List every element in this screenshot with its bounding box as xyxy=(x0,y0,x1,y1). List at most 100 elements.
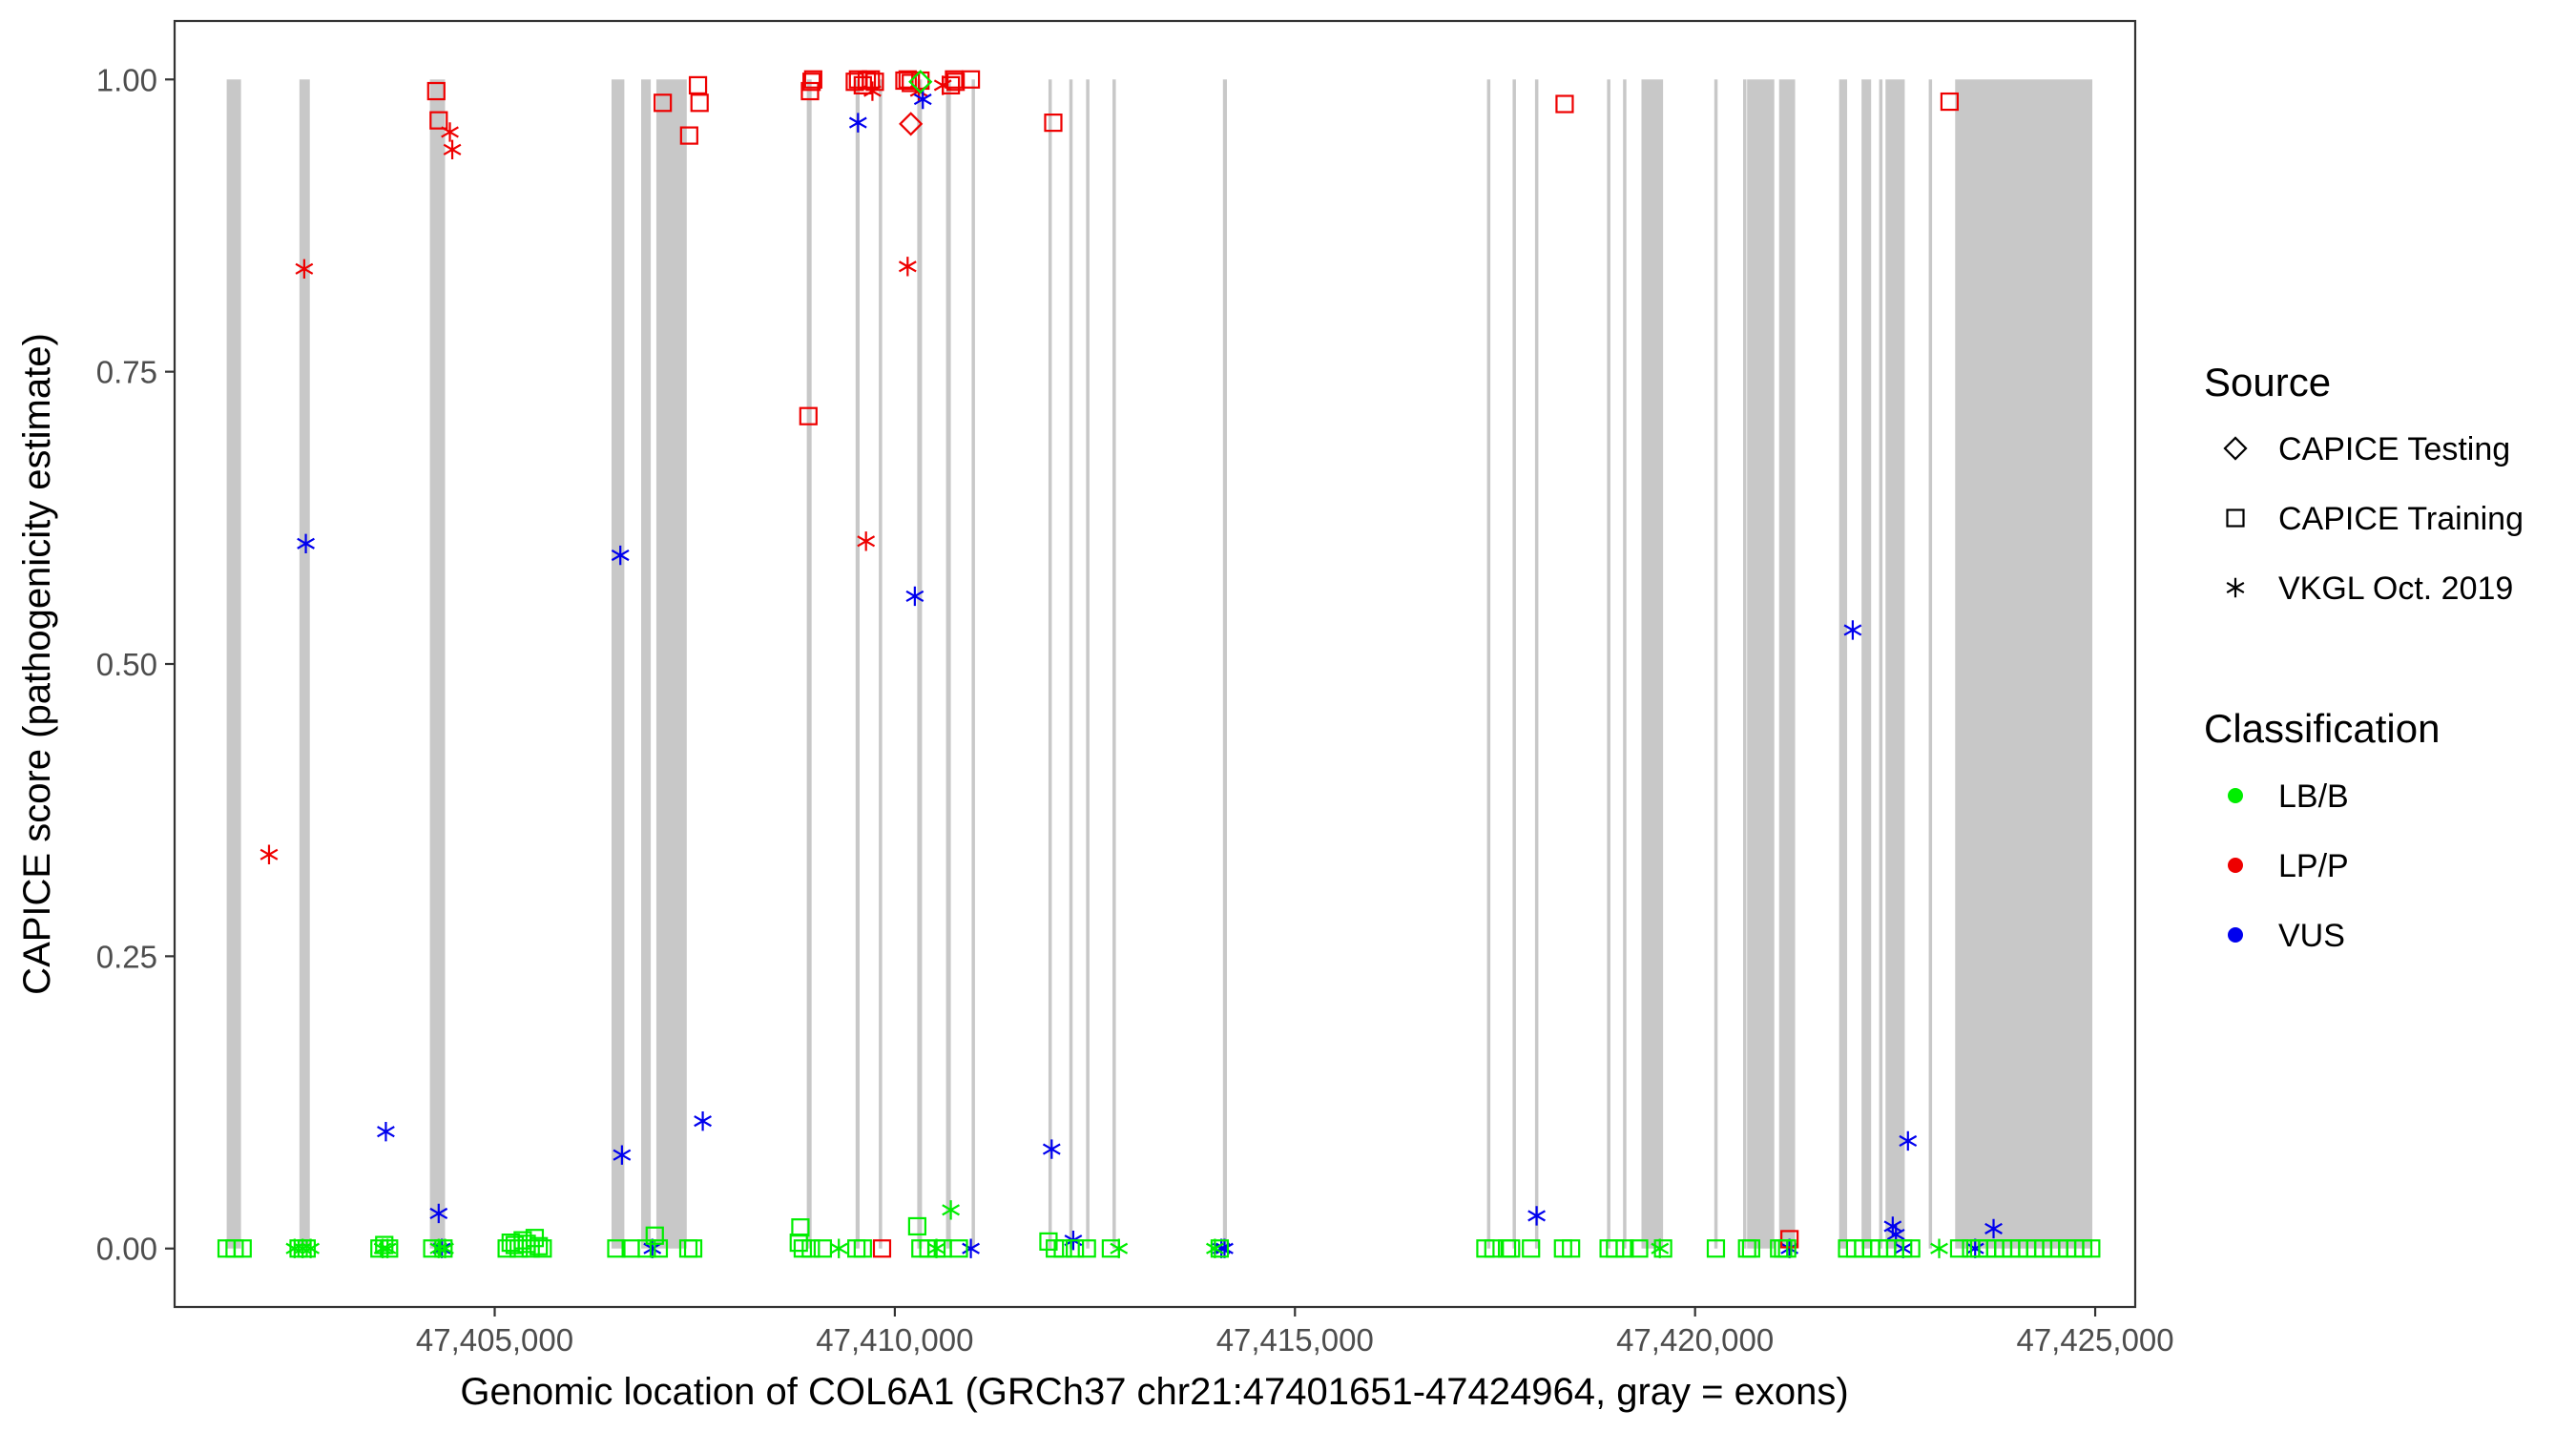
exon-band xyxy=(945,79,951,1249)
data-point xyxy=(913,89,932,110)
exon-band xyxy=(1885,79,1905,1249)
data-point xyxy=(426,81,446,101)
legend-source-key xyxy=(2226,508,2245,528)
y-tick-label: 0.75 xyxy=(96,355,157,390)
data-point xyxy=(1949,1239,1969,1258)
legend-source-label: VKGL Oct. 2019 xyxy=(2278,570,2513,607)
data-point xyxy=(942,75,961,95)
exon-band xyxy=(879,79,883,1249)
data-point xyxy=(899,112,924,136)
legend-source-items: CAPICE Testing CAPICE Training VKGL Oct. 2… xyxy=(2223,431,2524,607)
data-point xyxy=(377,1121,395,1142)
data-point xyxy=(908,70,933,94)
data-point xyxy=(429,111,448,130)
data-point xyxy=(1206,1238,1224,1258)
data-point xyxy=(1843,620,1862,640)
data-point xyxy=(2082,1239,2101,1258)
data-point xyxy=(533,1239,552,1258)
exon-band xyxy=(1534,79,1539,1249)
exon-band xyxy=(855,79,860,1249)
exon-band xyxy=(1222,79,1227,1249)
data-point xyxy=(800,81,820,101)
exon-band xyxy=(1069,79,1073,1249)
data-point xyxy=(370,1239,389,1258)
exon-band xyxy=(1641,79,1664,1249)
data-point xyxy=(1653,1239,1672,1258)
data-point xyxy=(848,113,867,133)
data-point xyxy=(1101,1239,1120,1258)
data-point xyxy=(295,259,314,279)
exon-band xyxy=(1747,79,1775,1249)
y-tick-label: 0.25 xyxy=(96,939,157,974)
data-point xyxy=(799,406,818,425)
data-point xyxy=(898,70,917,89)
data-point xyxy=(233,1239,252,1258)
data-point xyxy=(862,70,881,89)
data-point xyxy=(1901,1239,1921,1258)
exon-band xyxy=(429,79,446,1249)
data-point xyxy=(643,1238,662,1258)
data-point xyxy=(907,1216,926,1236)
data-point xyxy=(902,73,921,93)
data-point xyxy=(607,1239,626,1258)
exon-band xyxy=(1512,79,1516,1249)
exon-band xyxy=(299,79,310,1249)
data-point xyxy=(905,586,924,607)
data-point xyxy=(649,1239,669,1258)
data-point xyxy=(654,93,673,113)
x-axis: 47,405,000 47,410,000 47,415,000 47,420,000… xyxy=(416,1307,2174,1358)
legend-class-key xyxy=(2228,858,2243,873)
exon-band xyxy=(1879,79,1883,1249)
data-point xyxy=(1630,1239,1649,1258)
exon-band xyxy=(1486,79,1491,1249)
exon-band xyxy=(1928,79,1933,1249)
exon-band xyxy=(1778,79,1796,1249)
data-point xyxy=(1484,1239,1503,1258)
legend-source-label: CAPICE Testing xyxy=(2278,431,2510,467)
data-point xyxy=(1044,114,1063,133)
data-point xyxy=(872,1239,892,1258)
data-point xyxy=(1210,1239,1230,1258)
data-point xyxy=(1940,92,1960,112)
data-point xyxy=(613,1145,632,1165)
exon-band xyxy=(1714,79,1718,1249)
data-point xyxy=(813,1239,833,1258)
data-point xyxy=(1930,1238,1948,1258)
legend-class-key xyxy=(2228,927,2243,943)
legend-classification-items: LB/B LP/P VUS xyxy=(2228,778,2349,954)
x-tick-label: 47,405,000 xyxy=(416,1322,573,1358)
data-point xyxy=(1527,1206,1546,1226)
data-point xyxy=(949,1239,968,1258)
y-axis-label: CAPICE score (pathogenicity estimate) xyxy=(16,333,58,995)
data-point xyxy=(690,93,709,113)
exon-band xyxy=(226,79,241,1249)
legend-classification-title: Classification xyxy=(2204,706,2440,751)
data-point xyxy=(679,126,698,145)
exon-band xyxy=(641,79,652,1249)
data-point xyxy=(942,1200,960,1220)
legend-source-key xyxy=(2226,577,2245,598)
data-point xyxy=(1606,1239,1625,1258)
data-point xyxy=(1502,1239,1521,1258)
data-point xyxy=(1039,1232,1058,1251)
exon-bands xyxy=(226,79,2093,1249)
data-point xyxy=(694,1110,712,1131)
data-point xyxy=(429,1203,448,1224)
y-tick-label: 0.00 xyxy=(96,1232,157,1267)
exon-band xyxy=(806,79,812,1249)
exon-band xyxy=(1955,79,2093,1249)
legend-class-label: LB/B xyxy=(2278,778,2349,815)
data-point xyxy=(645,1226,664,1245)
data-point xyxy=(1077,1239,1096,1258)
data-point xyxy=(611,545,630,566)
x-tick-label: 47,415,000 xyxy=(1216,1322,1374,1358)
y-axis: 0.00 0.25 0.50 0.75 1.00 xyxy=(96,62,175,1267)
data-point xyxy=(791,1218,810,1237)
data-point xyxy=(1780,1230,1799,1249)
data-point xyxy=(1899,1130,1918,1151)
x-tick-label: 47,420,000 xyxy=(1616,1322,1774,1358)
x-tick-label: 47,425,000 xyxy=(2016,1322,2173,1358)
data-point xyxy=(293,1238,312,1258)
